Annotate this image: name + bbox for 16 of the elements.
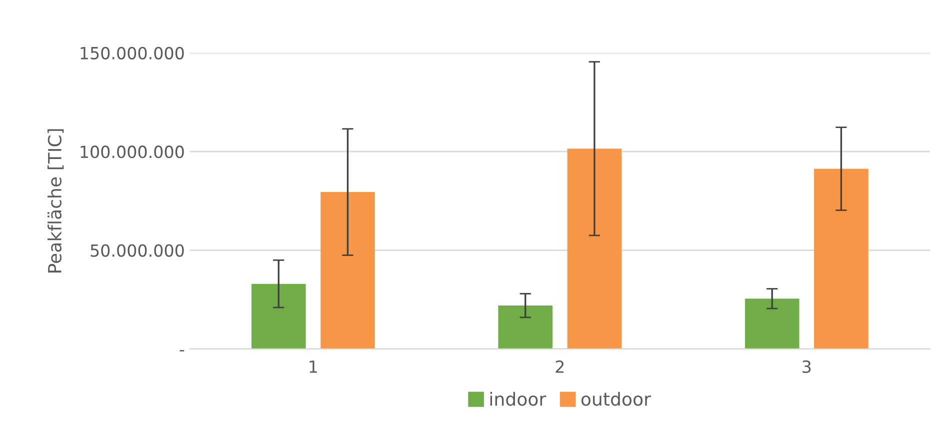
y-tick-label: 100.000.000: [80, 146, 184, 158]
y-axis-title: Peakfläche [TIC]: [48, 129, 64, 272]
y-tick-label: 50.000.000: [90, 244, 184, 257]
bar: [320, 192, 375, 349]
y-tick-label: 150.000.000: [80, 46, 184, 60]
bar: [567, 148, 622, 349]
bar: [814, 168, 868, 349]
bar: [251, 284, 306, 349]
bar: [744, 298, 800, 349]
x-tick-label: 3: [802, 360, 811, 373]
legend-label: outdoor: [581, 392, 651, 406]
y-tick-label: -: [180, 350, 184, 352]
x-tick-label: 2: [556, 360, 564, 373]
legend-label: indoor: [490, 392, 546, 406]
bar: [498, 306, 553, 349]
x-tick-label: 1: [310, 360, 317, 373]
